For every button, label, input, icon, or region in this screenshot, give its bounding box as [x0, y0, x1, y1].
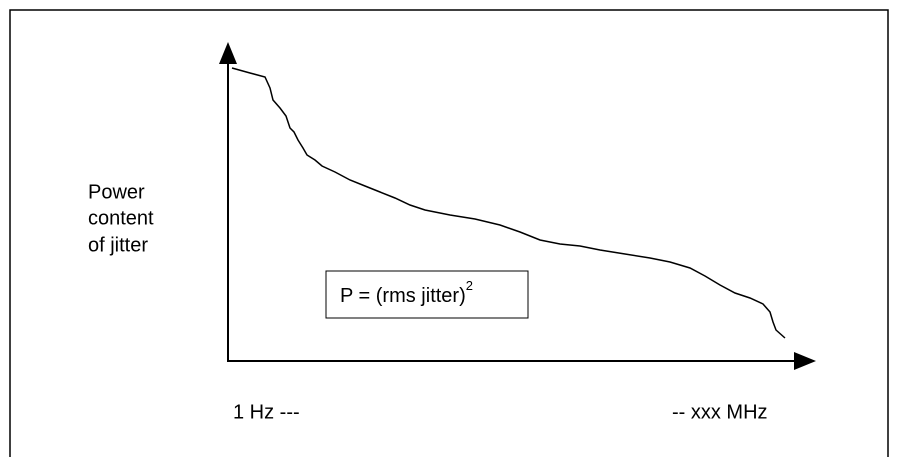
formula-superscript: 2: [466, 278, 473, 293]
y-label-line: Power: [88, 181, 145, 203]
y-axis-arrow: [219, 42, 237, 64]
x-label-right: -- xxx MHz: [672, 401, 768, 423]
y-label-line: of jitter: [88, 234, 148, 256]
frame: [9, 9, 889, 457]
formula-text: P = (rms jitter): [340, 285, 466, 307]
y-label-line: content: [88, 207, 154, 229]
formula: P = (rms jitter)2: [340, 278, 473, 307]
formula-box: [325, 270, 529, 319]
jitter-curve: [231, 67, 786, 339]
x-axis-arrow: [794, 352, 816, 370]
x-label-left: 1 Hz ---: [233, 401, 300, 423]
